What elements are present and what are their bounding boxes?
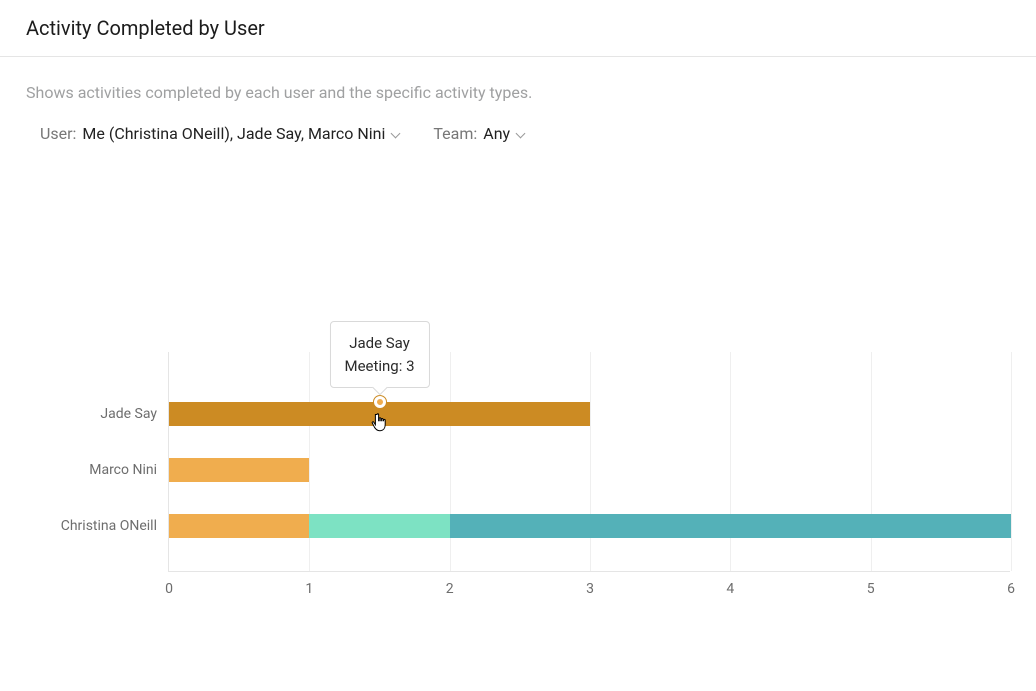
chart-plot-area: 0123456Jade SayMarco NiniChristina ONeil… — [168, 352, 1010, 572]
chart-gridline — [590, 352, 591, 571]
chart-hover-marker-dot — [377, 399, 383, 405]
tooltip-user: Jade Say — [344, 332, 414, 355]
filter-bar: User: Me (Christina ONeill), Jade Say, M… — [0, 102, 1036, 143]
chart-bar-row — [169, 514, 1011, 538]
page-description: Shows activities completed by each user … — [0, 57, 1036, 102]
chart-gridline — [1011, 352, 1012, 571]
chart-y-label: Christina ONeill — [61, 518, 169, 534]
chart-y-label: Jade Say — [100, 406, 169, 422]
chevron-down-icon — [391, 129, 401, 139]
chart-x-tick-label: 0 — [165, 581, 173, 597]
chart-gridline — [450, 352, 451, 571]
chart-bar-segment[interactable] — [450, 514, 1011, 538]
tooltip-value: Meeting: 3 — [344, 355, 414, 378]
chart-bar-segment[interactable] — [169, 514, 309, 538]
team-filter-label: Team: — [433, 124, 477, 143]
chart-gridline — [730, 352, 731, 571]
chart-gridline — [871, 352, 872, 571]
user-filter[interactable]: User: Me (Christina ONeill), Jade Say, M… — [40, 124, 401, 143]
chart-x-tick-label: 2 — [446, 581, 454, 597]
page-title: Activity Completed by User — [26, 16, 1010, 40]
team-filter-value: Any — [483, 124, 510, 143]
chart-x-tick-label: 4 — [726, 581, 734, 597]
chart-bar-segment[interactable] — [169, 458, 309, 482]
chart-x-tick-label: 5 — [867, 581, 875, 597]
activity-chart: 0123456Jade SayMarco NiniChristina ONeil… — [168, 352, 1010, 572]
chart-bar-row — [169, 458, 309, 482]
user-filter-value: Me (Christina ONeill), Jade Say, Marco N… — [82, 124, 385, 143]
chart-gridline — [309, 352, 310, 571]
chart-bar-segment[interactable] — [309, 514, 449, 538]
chart-x-tick-label: 6 — [1007, 581, 1015, 597]
chevron-down-icon — [516, 129, 526, 139]
team-filter[interactable]: Team: Any — [433, 124, 526, 143]
user-filter-label: User: — [40, 124, 76, 143]
chart-y-label: Marco Nini — [89, 462, 169, 478]
header: Activity Completed by User — [0, 0, 1036, 57]
chart-x-tick-label: 1 — [305, 581, 313, 597]
chart-x-tick-label: 3 — [586, 581, 594, 597]
chart-tooltip: Jade SayMeeting: 3 — [329, 321, 429, 388]
